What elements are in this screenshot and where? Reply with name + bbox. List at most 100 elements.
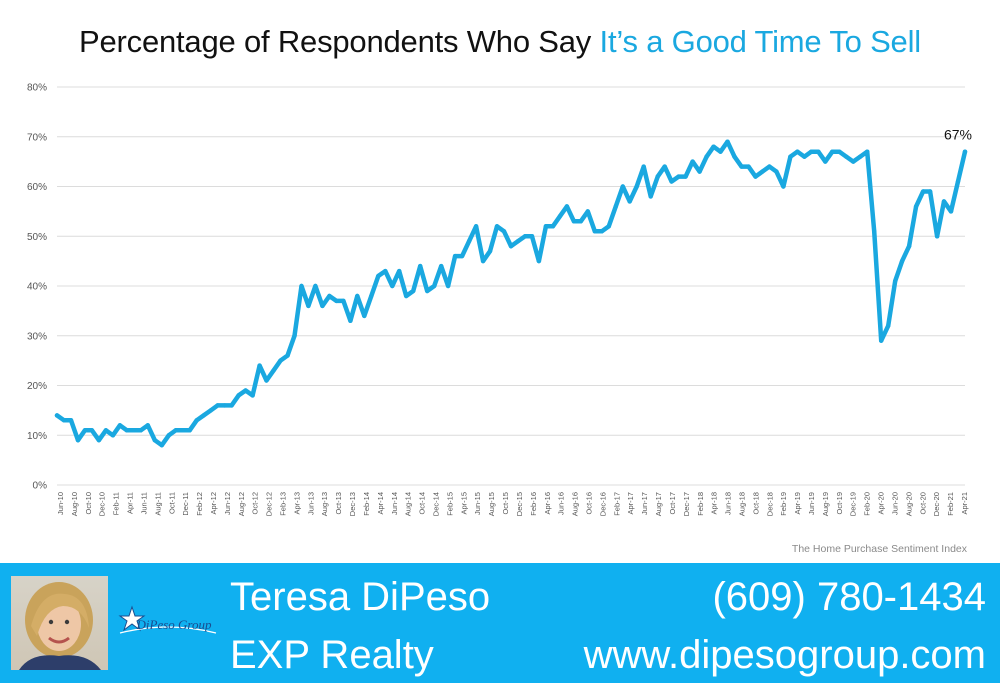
x-tick-label: Feb-14 (362, 492, 371, 516)
x-tick-label: Oct-12 (251, 492, 260, 515)
data-point (816, 149, 821, 154)
data-point (376, 273, 381, 279)
y-tick-label: 80% (27, 83, 47, 94)
data-point (103, 428, 109, 433)
title-highlight: It’s a Good Time To Sell (599, 24, 922, 59)
data-point (899, 258, 905, 264)
data-point (837, 149, 842, 154)
data-point (823, 159, 828, 164)
data-point (676, 174, 681, 179)
data-point (250, 393, 255, 398)
data-point (383, 268, 388, 274)
data-point (529, 234, 535, 239)
data-point (753, 174, 758, 179)
data-point (655, 174, 660, 179)
x-tick-label: Apr-19 (793, 492, 802, 515)
x-tick-label: Oct-16 (584, 492, 593, 515)
title-prefix: Percentage of Respondents Who Say (79, 24, 592, 59)
data-point (508, 244, 514, 249)
data-point (124, 428, 129, 433)
data-point (439, 263, 444, 269)
x-tick-label: Dec-12 (265, 492, 274, 516)
data-point (893, 278, 898, 284)
data-point (830, 149, 835, 154)
line-chart: 0% 10% 20% 30% 40% 50% 60% 70% 80% Jun-10 Aug-10 O… (27, 83, 972, 517)
data-point (844, 154, 849, 159)
x-tick-label: Aug-12 (237, 492, 246, 516)
data-point (473, 224, 479, 229)
data-point (627, 199, 632, 204)
data-point (543, 224, 549, 229)
data-point (941, 199, 947, 204)
x-tick-label: Oct-17 (668, 492, 677, 515)
data-point (480, 258, 486, 264)
x-tick-label: Jun-17 (640, 492, 649, 515)
data-point (697, 169, 702, 174)
data-point (592, 229, 597, 234)
data-point (515, 239, 521, 244)
x-tick-label: Apr-12 (209, 492, 218, 515)
data-point (285, 353, 290, 358)
data-point (397, 268, 402, 274)
data-point (152, 438, 157, 443)
x-tick-label: Feb-20 (863, 492, 872, 516)
data-point (459, 253, 465, 259)
x-tick-label: Feb-12 (195, 492, 204, 516)
data-point (634, 184, 639, 189)
data-point (355, 293, 360, 299)
x-tick-label: Oct-20 (918, 492, 927, 515)
data-point (795, 149, 800, 154)
data-point (920, 189, 926, 194)
x-tick-label: Jun-20 (890, 492, 899, 515)
data-point (334, 298, 339, 304)
agent-website[interactable]: www.dipesogroup.com (583, 633, 986, 677)
x-tick-label: Oct-18 (751, 492, 760, 515)
x-tick-label: Jun-12 (223, 492, 232, 515)
data-point (299, 283, 304, 289)
x-tick-label: Dec-13 (348, 492, 357, 516)
data-point (313, 283, 318, 289)
data-point (54, 413, 60, 418)
data-point (425, 288, 430, 294)
y-tick-label: 50% (27, 232, 47, 243)
data-point (306, 303, 311, 309)
data-point (690, 159, 695, 164)
chart-title: Percentage of Respondents Who Say It’s a… (0, 24, 1000, 60)
x-tick-label: Jun-15 (473, 492, 482, 515)
x-tick-label: Dec-18 (765, 492, 774, 516)
data-point (271, 368, 276, 373)
data-point (886, 323, 891, 328)
data-point (89, 428, 95, 433)
data-point (865, 149, 870, 154)
data-point (341, 298, 346, 304)
x-tick-label: Aug-18 (737, 492, 746, 516)
x-tick-label: Feb-17 (612, 492, 621, 516)
x-tick-label: Aug-13 (320, 492, 329, 516)
x-tick-label: Feb-21 (946, 492, 955, 516)
data-point (879, 338, 884, 343)
agent-phone[interactable]: (609) 780-1434 (712, 575, 986, 619)
x-tick-label: Apr-15 (459, 492, 468, 515)
data-point (906, 244, 912, 249)
x-tick-label: Apr-16 (543, 492, 552, 515)
data-point (571, 219, 577, 224)
data-point (718, 149, 723, 154)
x-tick-label: Aug-17 (654, 492, 663, 516)
data-point (327, 293, 332, 299)
x-tick-label: Aug-20 (904, 492, 913, 516)
data-point (683, 174, 688, 179)
data-point (913, 204, 919, 209)
x-tick-label: Aug-16 (571, 492, 580, 516)
y-axis-tick-labels: 0% 10% 20% 30% 40% 50% 60% 70% 80% (27, 83, 47, 492)
x-tick-label: Dec-14 (432, 492, 441, 516)
series-line (54, 139, 968, 448)
x-tick-label: Dec-11 (181, 492, 190, 516)
data-point (445, 283, 451, 289)
data-point (802, 154, 807, 159)
series-layer (54, 139, 968, 448)
source-note: The Home Purchase Sentiment Index (791, 543, 967, 555)
y-tick-label: 60% (27, 182, 47, 193)
y-tick-label: 70% (27, 132, 47, 143)
x-tick-label: Feb-19 (779, 492, 788, 516)
data-point (781, 184, 786, 189)
